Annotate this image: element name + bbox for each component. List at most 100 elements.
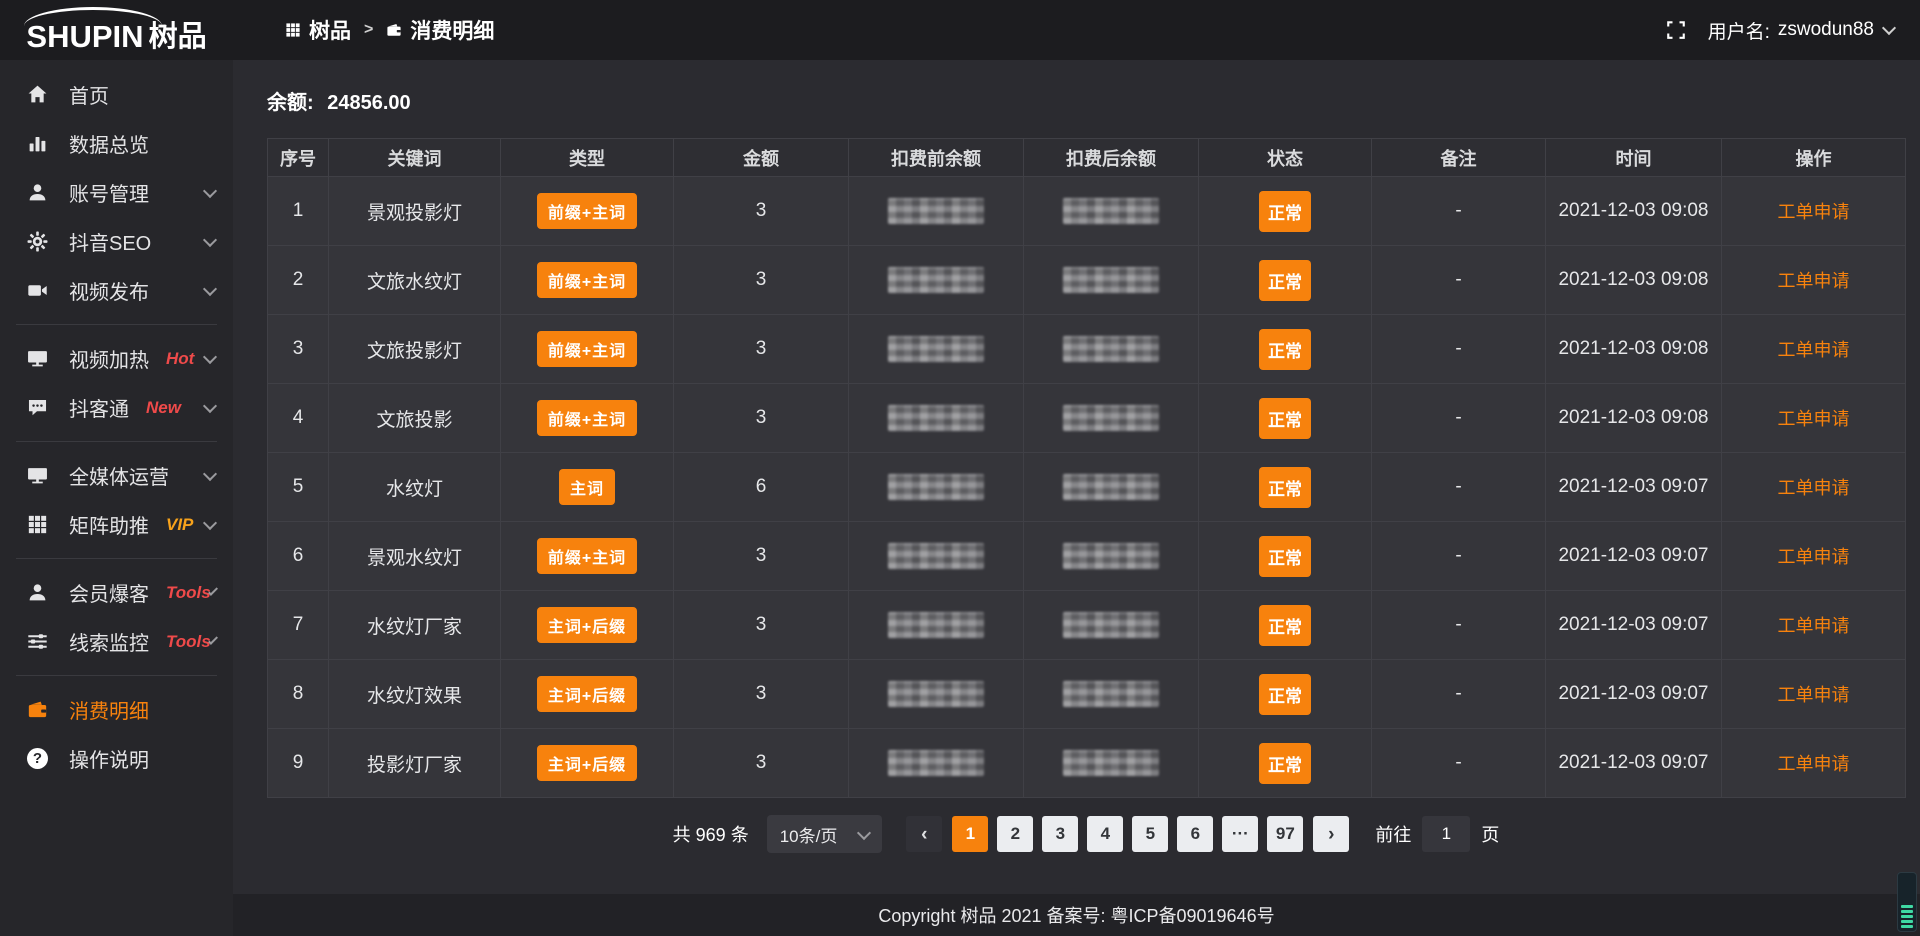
page-button-1[interactable]: 1	[952, 816, 989, 852]
cell-balance-after	[1023, 314, 1199, 384]
sidebar-item-首页[interactable]: 首页	[0, 70, 233, 119]
masked-balance-before	[888, 405, 984, 431]
user-menu[interactable]: 用户名: zswodun88	[1708, 17, 1897, 44]
cell-amount: 3	[673, 176, 849, 246]
page-size-select[interactable]: 10条/页	[766, 815, 883, 853]
cell-remark: -	[1371, 521, 1546, 591]
table-header-row: 序号 关键词 类型 金额 扣费前余额 扣费后余额 状态 备注 时间 操作	[267, 138, 1906, 177]
sidebar-item-视频加热[interactable]: 视频加热 Hot	[0, 334, 233, 383]
masked-balance-before	[888, 612, 984, 638]
page-footer: Copyright 树品 2021 备案号: 粤ICP备09019646号	[233, 894, 1920, 936]
monitor-icon	[27, 348, 48, 369]
fullscreen-icon[interactable]	[1666, 20, 1686, 40]
page-button-6[interactable]: 6	[1177, 816, 1214, 852]
cell-index: 8	[267, 659, 329, 729]
work-order-link[interactable]: 工单申请	[1777, 271, 1850, 291]
cell-keyword: 文旅投影灯	[328, 314, 501, 384]
cell-index: 9	[267, 728, 329, 798]
table-row: 4 文旅投影 前缀+主词 3 正常 -2021-12-03 09:08 工单申请	[267, 383, 1906, 453]
page-button-3[interactable]: 3	[1042, 816, 1079, 852]
cell-balance-after	[1023, 521, 1199, 591]
sliders-icon	[27, 631, 48, 652]
chevron-down-icon	[202, 232, 218, 247]
chevron-down-icon	[857, 825, 872, 841]
cell-type: 主词+后缀	[500, 590, 674, 660]
cell-status: 正常	[1198, 245, 1372, 315]
sidebar-item-会员爆客[interactable]: 会员爆客 Tools	[0, 568, 233, 617]
next-page-button[interactable]: ›	[1313, 816, 1350, 852]
status-badge: 正常	[1259, 328, 1311, 370]
sidebar-item-抖音SEO[interactable]: 抖音SEO	[0, 217, 233, 266]
work-order-link[interactable]: 工单申请	[1777, 202, 1850, 222]
type-badge: 前缀+主词	[536, 262, 638, 298]
type-badge: 前缀+主词	[536, 193, 638, 229]
page-size-value: 10条/页	[779, 826, 838, 846]
sidebar-item-全媒体运营[interactable]: 全媒体运营	[0, 451, 233, 500]
cell-balance-after	[1023, 383, 1199, 453]
sidebar-item-操作说明[interactable]: ? 操作说明	[0, 734, 233, 783]
goto-page-input[interactable]: 1	[1422, 816, 1471, 852]
breadcrumb-current[interactable]: 消费明细	[386, 15, 494, 45]
goto-unit-label: 页	[1481, 825, 1500, 845]
work-order-link[interactable]: 工单申请	[1777, 340, 1850, 360]
chevron-left-icon: ‹	[921, 823, 928, 845]
page-button-5[interactable]: 5	[1132, 816, 1169, 852]
work-order-link[interactable]: 工单申请	[1777, 409, 1850, 429]
cell-balance-before	[848, 452, 1024, 522]
cell-time: 2021-12-03 09:07	[1545, 452, 1722, 522]
column-header-扣费前余额: 扣费前余额	[848, 138, 1024, 177]
corner-widget-bar	[1901, 910, 1913, 913]
masked-balance-before	[888, 681, 984, 707]
sidebar-item-账号管理[interactable]: 账号管理	[0, 168, 233, 217]
page-button-2[interactable]: 2	[997, 816, 1034, 852]
status-badge: 正常	[1259, 604, 1311, 646]
chevron-down-icon	[1881, 20, 1897, 36]
cell-balance-before	[848, 314, 1024, 384]
type-badge: 前缀+主词	[536, 331, 638, 367]
cell-remark: -	[1371, 590, 1546, 660]
sidebar-item-矩阵助推[interactable]: 矩阵助推 VIP	[0, 500, 233, 549]
video-camera-icon	[27, 280, 48, 301]
cell-balance-after	[1023, 176, 1199, 246]
cell-balance-before	[848, 728, 1024, 798]
sidebar-item-label: 操作说明	[69, 750, 149, 772]
home-icon	[27, 84, 48, 105]
cell-balance-after	[1023, 590, 1199, 660]
column-header-操作: 操作	[1721, 138, 1906, 177]
user-icon	[27, 182, 48, 203]
question-icon: ?	[27, 748, 48, 769]
user-icon	[27, 582, 48, 603]
masked-balance-before	[888, 336, 984, 362]
page-ellipsis-button[interactable]: ···	[1222, 816, 1259, 852]
sidebar-item-抖客通[interactable]: 抖客通 New	[0, 383, 233, 432]
sidebar-item-视频发布[interactable]: 视频发布	[0, 266, 233, 315]
cell-balance-before	[848, 383, 1024, 453]
work-order-link[interactable]: 工单申请	[1777, 616, 1850, 636]
sidebar-item-badge: Tools	[166, 631, 211, 651]
cell-action: 工单申请	[1721, 452, 1906, 522]
sidebar-item-线索监控[interactable]: 线索监控 Tools	[0, 617, 233, 666]
prev-page-button[interactable]: ‹	[906, 816, 943, 852]
type-badge: 主词+后缀	[536, 607, 638, 643]
cell-index: 2	[267, 245, 329, 315]
work-order-link[interactable]: 工单申请	[1777, 478, 1850, 498]
breadcrumb-home[interactable]: 树品	[285, 15, 351, 45]
sidebar-item-数据总览[interactable]: 数据总览	[0, 119, 233, 168]
page-button-4[interactable]: 4	[1087, 816, 1124, 852]
cell-remark: -	[1371, 452, 1546, 522]
chevron-down-icon	[202, 281, 218, 296]
cell-balance-after	[1023, 452, 1199, 522]
chevron-down-icon	[202, 349, 218, 364]
grid-icon	[27, 514, 48, 535]
cell-index: 5	[267, 452, 329, 522]
chevron-down-icon	[202, 515, 218, 530]
app-logo: SHUPIN 树品	[0, 0, 233, 60]
work-order-link[interactable]: 工单申请	[1777, 754, 1850, 774]
work-order-link[interactable]: 工单申请	[1777, 685, 1850, 705]
work-order-link[interactable]: 工单申请	[1777, 547, 1850, 567]
page-button-97[interactable]: 97	[1267, 816, 1304, 852]
monitor-icon	[27, 465, 48, 486]
wallet-icon	[27, 699, 48, 720]
cell-action: 工单申请	[1721, 728, 1906, 798]
sidebar-item-消费明细[interactable]: 消费明细	[0, 685, 233, 734]
